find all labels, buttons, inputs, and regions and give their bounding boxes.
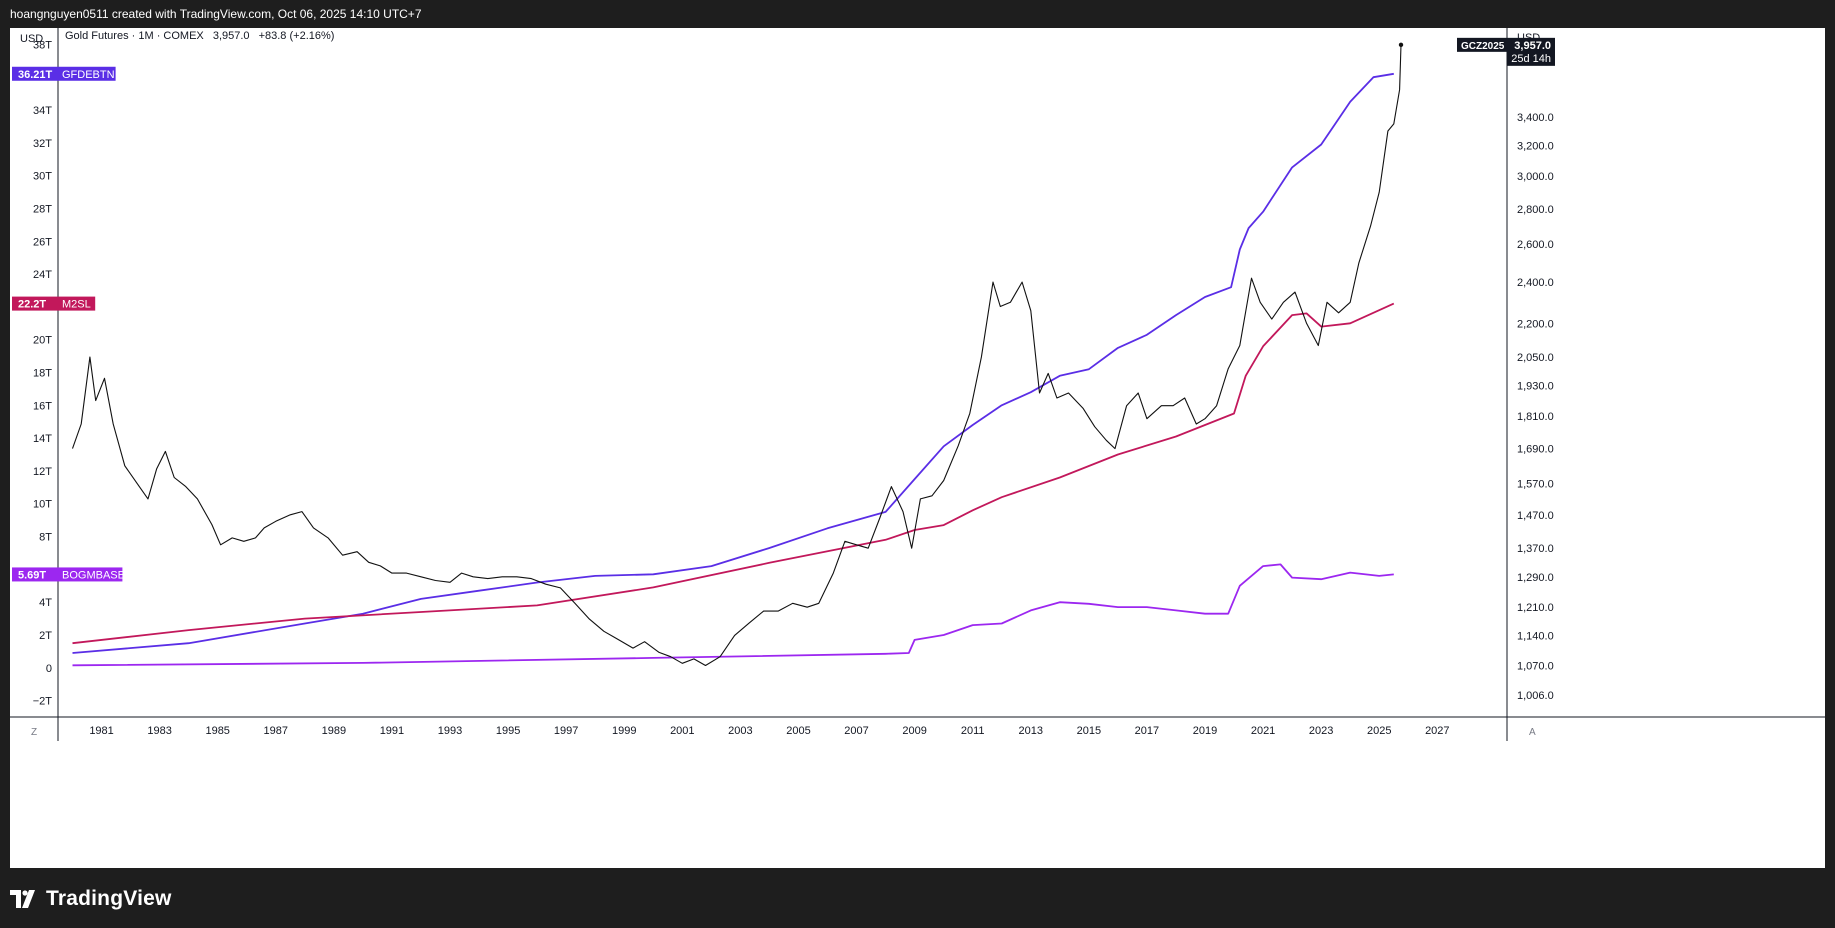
left-tick-label: 20T <box>33 335 52 347</box>
price-change: +83.8 (+2.16%) <box>259 30 335 42</box>
series-badge-bogmbase <box>12 567 123 582</box>
symbol-badge <box>1457 37 1507 52</box>
left-tick-label: 8T <box>39 532 52 544</box>
right-tick-label: 1,930.0 <box>1517 381 1554 393</box>
left-tick-label: 10T <box>33 499 52 511</box>
left-axis-unit: USD <box>20 33 43 45</box>
svg-text:Gold Futures · 1M · COMEX: Gold Futures · 1M · COMEX 3,957.0 +83.8 … <box>65 30 334 42</box>
x-tick-label: 2025 <box>1367 725 1391 737</box>
right-tick-label: 1,690.0 <box>1517 444 1554 456</box>
right-tick-label: 3,000.0 <box>1517 171 1554 183</box>
right-corner-button[interactable]: A <box>1529 727 1536 738</box>
x-tick-label: 1997 <box>554 725 578 737</box>
right-tick-label: 1,140.0 <box>1517 630 1554 642</box>
left-tick-label: 0 <box>46 663 52 675</box>
series-line-m2sl <box>72 302 1395 645</box>
left-tick-label: 32T <box>33 138 52 150</box>
x-tick-label: 2011 <box>961 725 985 737</box>
right-tick-label: 2,800.0 <box>1517 204 1554 216</box>
chart-marks: 38T 34T 32T 30T 28T 26T 24T 20T 18T 16T 14T 12T 10T 8… <box>12 37 1555 737</box>
x-tick-label: 2009 <box>902 725 926 737</box>
x-tick-label: 1983 <box>147 725 171 737</box>
attribution-text: hoangnguyen0511 created with TradingView… <box>10 7 422 21</box>
left-tick-label: 4T <box>39 597 52 609</box>
left-tick-label: 16T <box>33 400 52 412</box>
chart-svg[interactable]: USD USD apoz Z A Gold Futures · 1M · COM… <box>10 28 1825 868</box>
last-price: 3,957.0 <box>213 30 250 42</box>
left-tick-label: 34T <box>33 105 52 117</box>
series-line-bogmbase <box>72 563 1394 667</box>
x-tick-label: 2017 <box>1135 725 1159 737</box>
left-tick-label: 28T <box>33 203 52 215</box>
right-tick-label: 2,200.0 <box>1517 318 1554 330</box>
right-tick-label: 1,006.0 <box>1517 690 1554 702</box>
series-badge-value: 22.2T <box>18 299 46 311</box>
left-tick-label: 24T <box>33 269 52 281</box>
series-badge-name: BOGMBASE <box>62 569 125 581</box>
x-tick-label: 2015 <box>1077 725 1101 737</box>
symbol-badge-text: GCZ2025 <box>1461 41 1505 52</box>
left-tick-label: 30T <box>33 171 52 183</box>
left-tick-label: −2T <box>33 696 53 708</box>
instrument-label: Gold Futures · 1M · COMEX <box>65 30 204 42</box>
price-badge <box>1507 37 1555 66</box>
brand-name: TradingView <box>46 887 172 910</box>
right-tick-label: 2,600.0 <box>1517 239 1554 251</box>
attribution-bar: hoangnguyen0511 created with TradingView… <box>0 0 1835 28</box>
x-tick-label: 2023 <box>1309 725 1333 737</box>
x-tick-label: 2021 <box>1251 725 1275 737</box>
series-badge-value: 36.21T <box>18 69 53 81</box>
right-tick-label: 1,810.0 <box>1517 411 1554 423</box>
x-tick-label: 2001 <box>670 725 694 737</box>
right-tick-label: 1,070.0 <box>1517 661 1554 673</box>
right-tick-label: 3,400.0 <box>1517 112 1554 124</box>
series-badge-gfdebtn <box>12 66 116 81</box>
right-tick-label: 2,400.0 <box>1517 277 1554 289</box>
right-tick-label: 3,200.0 <box>1517 141 1554 153</box>
plot-area[interactable] <box>58 28 1507 717</box>
x-tick-label: 2005 <box>786 725 810 737</box>
x-tick-label: 1991 <box>380 725 404 737</box>
x-tick-label: 2027 <box>1425 725 1449 737</box>
left-tick-label: 14T <box>33 433 52 445</box>
x-tick-label: 2019 <box>1193 725 1217 737</box>
tradingview-logo-icon <box>10 890 35 908</box>
chart-frame[interactable]: USD USD apoz Z A Gold Futures · 1M · COM… <box>10 28 1825 868</box>
left-tick-label: 2T <box>39 630 52 642</box>
series-badge-value: 5.69T <box>18 569 46 581</box>
x-tick-label: 1993 <box>438 725 462 737</box>
x-tick-label: 2003 <box>728 725 752 737</box>
right-tick-label: 2,050.0 <box>1517 352 1554 364</box>
right-tick-label: 1,470.0 <box>1517 510 1554 522</box>
series-badge-name: GFDEBTN <box>62 69 115 81</box>
left-tick-label: 12T <box>33 466 52 478</box>
chart-legend: Gold Futures · 1M · COMEX 3,957.0 +83.8 … <box>65 30 334 42</box>
series-badge-name: M2SL <box>62 299 91 311</box>
x-tick-label: 1987 <box>264 725 288 737</box>
series-badge-m2sl <box>12 296 96 311</box>
right-tick-label: 1,570.0 <box>1517 479 1554 491</box>
gold-last-point <box>1398 42 1404 48</box>
x-tick-label: 1981 <box>89 725 113 737</box>
left-tick-label: 18T <box>33 368 52 380</box>
countdown-badge-text: 25d 14h <box>1511 53 1551 65</box>
left-tick-label: 38T <box>33 39 52 51</box>
footer: TradingView <box>10 882 172 916</box>
price-badge-text: 3,957.0 <box>1514 40 1551 52</box>
x-tick-label: 1985 <box>205 725 229 737</box>
right-tick-label: 1,210.0 <box>1517 602 1554 614</box>
series-line-gold-futures <box>71 44 1402 667</box>
right-tick-label: 1,370.0 <box>1517 543 1554 555</box>
x-tick-label: 1999 <box>612 725 636 737</box>
right-tick-label: 1,290.0 <box>1517 572 1554 584</box>
left-tick-label: 26T <box>33 236 52 248</box>
x-tick-label: 1995 <box>496 725 520 737</box>
left-corner-button[interactable]: Z <box>31 727 37 738</box>
x-tick-label: 1989 <box>322 725 346 737</box>
x-tick-label: 2013 <box>1019 725 1043 737</box>
x-tick-label: 2007 <box>844 725 868 737</box>
series-line-gfdebtn <box>72 72 1394 654</box>
